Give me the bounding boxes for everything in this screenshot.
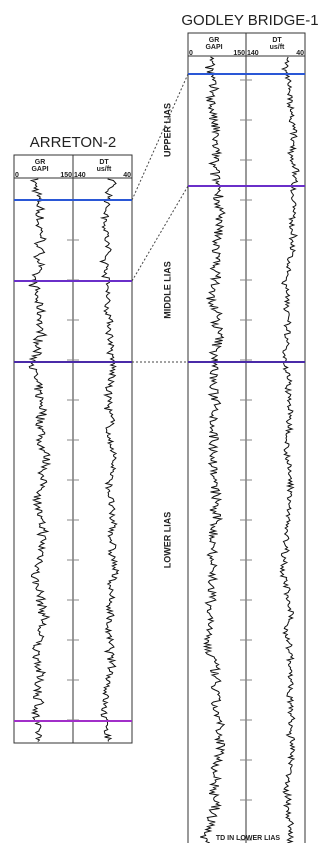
curve-unit: GAPI [31, 166, 48, 173]
well-title: GODLEY BRIDGE-1 [181, 12, 318, 29]
scale-label: 0 [15, 172, 19, 179]
log-curve [99, 178, 120, 742]
curve-name: GR [35, 159, 46, 166]
scale-label: 40 [123, 172, 131, 179]
zone-label: MIDDLE LIAS [162, 261, 172, 319]
correlation-line [131, 73, 189, 201]
scale-label: 150 [233, 50, 245, 57]
scale-label: 140 [247, 50, 259, 57]
curve-unit: GAPI [205, 44, 222, 51]
log-curve [200, 56, 226, 843]
curve-unit: us/ft [270, 44, 285, 51]
scale-label: 140 [74, 172, 86, 179]
curve-name: DT [99, 159, 109, 166]
curve-unit: us/ft [97, 166, 112, 173]
log-curve [28, 178, 52, 742]
curve-name: GR [209, 37, 220, 44]
well-title: ARRETON-2 [30, 134, 116, 151]
zone-label: LOWER LIAS [162, 512, 172, 569]
curve-name: DT [272, 37, 282, 44]
scale-label: 150 [60, 172, 72, 179]
td-label: TD IN LOWER LIAS [216, 835, 280, 842]
scale-label: 40 [296, 50, 304, 57]
scale-label: 0 [189, 50, 193, 57]
zone-label: UPPER LIAS [162, 103, 172, 157]
correlation-line [131, 185, 189, 282]
log-curve [279, 56, 300, 843]
